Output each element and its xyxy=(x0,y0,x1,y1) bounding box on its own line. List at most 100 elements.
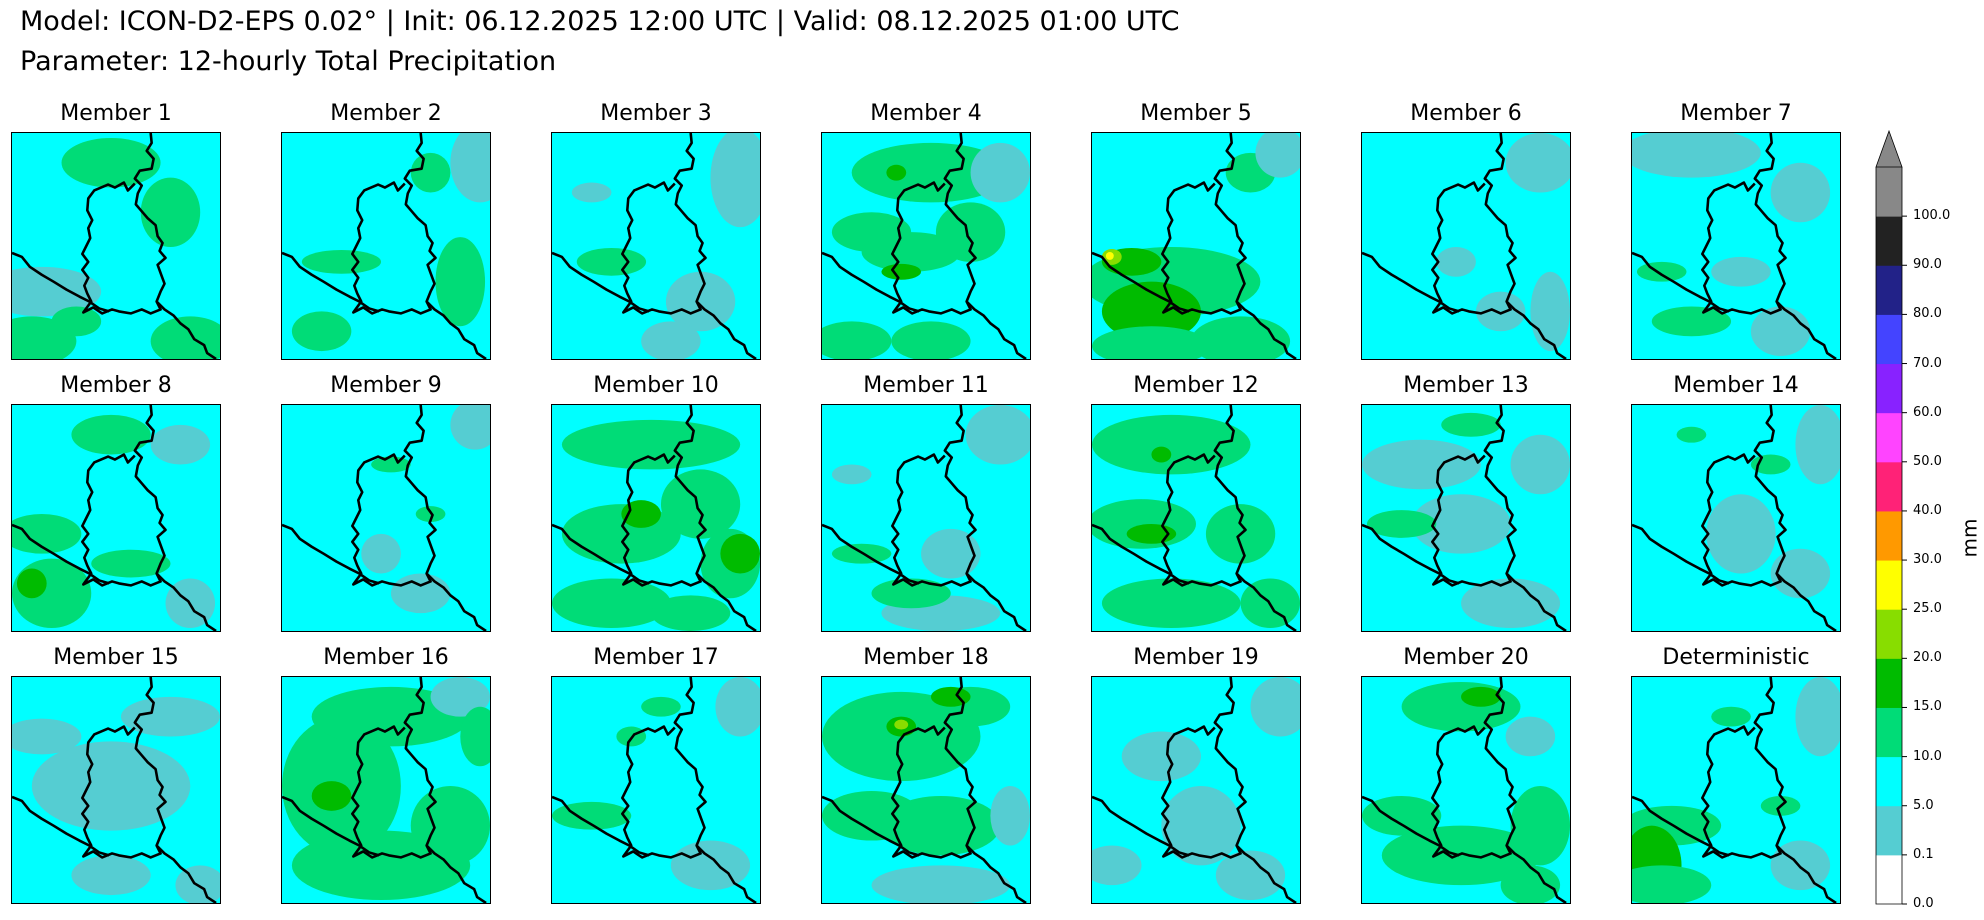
precip-area xyxy=(1461,578,1561,629)
precip-area xyxy=(970,142,1030,203)
precip-area xyxy=(1636,261,1687,282)
precip-area xyxy=(1362,795,1442,836)
precip-area xyxy=(1510,434,1570,495)
country-border xyxy=(1775,572,1837,631)
country-border xyxy=(552,251,650,313)
precip-area xyxy=(1475,291,1526,332)
ensemble-panel: Member 2 xyxy=(281,101,491,360)
country-border xyxy=(1775,844,1837,903)
colorbar-segment xyxy=(1876,265,1902,315)
colorbar-tick-label: 15.0 xyxy=(1913,699,1942,715)
precip-area xyxy=(61,137,161,188)
colorbar-segment xyxy=(1876,707,1902,758)
ensemble-panel: Member 14 xyxy=(1631,373,1841,632)
colorbar-extend-arrow xyxy=(1875,129,1903,168)
country-border xyxy=(1505,844,1567,903)
ensemble-panel: Member 4 xyxy=(821,101,1031,360)
panel-title: Member 16 xyxy=(323,645,449,670)
colorbar-segment xyxy=(1876,658,1902,708)
ensemble-panel: Member 5 xyxy=(1091,101,1301,360)
panel-title: Member 14 xyxy=(1673,373,1799,398)
colorbar-tick-label: 80.0 xyxy=(1913,306,1942,322)
precip-area xyxy=(1362,439,1481,490)
precip-area xyxy=(1436,246,1476,277)
precip-area xyxy=(1750,306,1811,357)
precip-area xyxy=(1770,162,1831,223)
precip-area xyxy=(1092,326,1211,359)
panel-title: Member 5 xyxy=(1140,101,1252,126)
country-border xyxy=(1505,300,1567,359)
country-border xyxy=(81,405,167,587)
colorbar-tick-label: 50.0 xyxy=(1913,453,1942,469)
country-border xyxy=(621,677,707,859)
country-border xyxy=(1632,523,1730,585)
panel-title: Deterministic xyxy=(1662,645,1810,670)
colorbar-segment xyxy=(1876,560,1902,610)
precip-area xyxy=(1151,446,1172,463)
colorbar-segment xyxy=(1876,756,1902,807)
precip-area xyxy=(91,549,171,578)
colorbar-segment xyxy=(1876,461,1902,512)
country-border xyxy=(1092,795,1190,857)
precip-area xyxy=(871,578,951,609)
precip-area xyxy=(881,263,922,280)
precip-area xyxy=(140,177,201,247)
country-border xyxy=(695,572,757,631)
precip-area xyxy=(621,500,661,528)
precipitation-map xyxy=(281,132,491,360)
country-border xyxy=(425,572,487,631)
precip-area xyxy=(1510,786,1570,866)
precip-area xyxy=(871,865,1011,903)
country-border xyxy=(822,523,920,585)
colorbar-segment xyxy=(1876,609,1902,659)
country-border xyxy=(1092,251,1190,313)
colorbar-tick-label: 0.1 xyxy=(1913,846,1934,862)
country-border xyxy=(1161,405,1247,587)
precip-area xyxy=(1250,677,1300,737)
precip-area xyxy=(894,719,909,730)
precip-area xyxy=(71,855,151,896)
country-border xyxy=(1161,677,1247,859)
colorbar-tick-label: 90.0 xyxy=(1913,257,1942,273)
colorbar-unit-label: mm xyxy=(1957,518,1982,558)
country-border xyxy=(12,251,110,313)
precip-area xyxy=(715,677,760,737)
country-border xyxy=(1235,844,1297,903)
country-border xyxy=(155,844,217,903)
ensemble-panel: Member 17 xyxy=(551,645,761,904)
panel-title: Member 6 xyxy=(1410,101,1522,126)
panel-title: Member 17 xyxy=(593,645,719,670)
country-border xyxy=(282,251,380,313)
country-border xyxy=(1362,523,1460,585)
precip-area xyxy=(1706,494,1776,574)
precip-area xyxy=(822,321,892,359)
precip-area xyxy=(120,696,220,737)
colorbar-segment xyxy=(1876,805,1902,856)
precipitation-map xyxy=(11,132,221,360)
country-border xyxy=(425,844,487,903)
panel-title: Member 2 xyxy=(330,101,442,126)
precip-area xyxy=(720,533,760,574)
precip-area xyxy=(1676,426,1707,443)
colorbar-tick-label: 40.0 xyxy=(1913,502,1942,518)
country-border xyxy=(282,523,380,585)
precip-area xyxy=(371,456,411,473)
country-border xyxy=(155,300,217,359)
country-border xyxy=(1701,677,1787,859)
precip-area xyxy=(291,311,352,352)
country-border xyxy=(965,300,1027,359)
country-border xyxy=(621,133,707,315)
colorbar-tick-label: 30.0 xyxy=(1913,552,1942,568)
precip-area xyxy=(1255,133,1300,178)
precip-area xyxy=(1092,845,1142,886)
precipitation-map xyxy=(821,404,1031,632)
country-border xyxy=(1632,795,1730,857)
precip-area xyxy=(641,321,701,359)
precip-area xyxy=(430,677,490,717)
country-border xyxy=(965,844,1027,903)
panel-title: Member 19 xyxy=(1133,645,1259,670)
precip-area xyxy=(881,795,1001,856)
country-border xyxy=(12,795,110,857)
colorbar-segment xyxy=(1876,216,1902,266)
precip-area xyxy=(1101,281,1201,342)
